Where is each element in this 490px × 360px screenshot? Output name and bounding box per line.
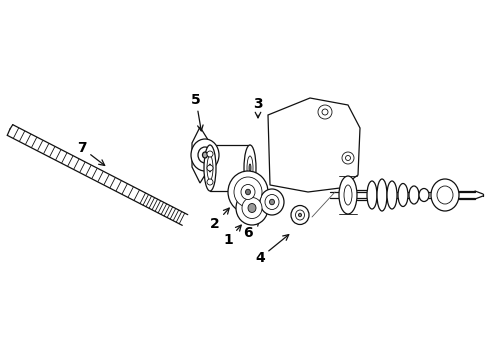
Text: 7: 7 (77, 141, 105, 166)
Circle shape (207, 151, 213, 157)
Ellipse shape (209, 164, 211, 172)
Text: 2: 2 (210, 208, 229, 231)
Ellipse shape (234, 177, 262, 207)
Text: 5: 5 (191, 93, 203, 131)
Ellipse shape (244, 145, 256, 191)
Circle shape (207, 179, 213, 185)
Ellipse shape (377, 179, 387, 211)
Ellipse shape (291, 206, 309, 225)
Circle shape (318, 105, 332, 119)
Ellipse shape (437, 186, 453, 204)
Ellipse shape (339, 176, 357, 214)
Ellipse shape (260, 189, 284, 215)
Circle shape (322, 109, 328, 115)
Text: 3: 3 (253, 97, 263, 118)
Ellipse shape (202, 152, 207, 158)
Ellipse shape (242, 198, 262, 219)
Ellipse shape (207, 156, 213, 180)
Ellipse shape (367, 181, 377, 209)
Text: 4: 4 (255, 235, 289, 265)
Ellipse shape (298, 213, 301, 217)
Circle shape (207, 165, 213, 171)
Circle shape (342, 152, 354, 164)
Text: 6: 6 (243, 220, 259, 240)
Ellipse shape (245, 189, 250, 195)
Circle shape (345, 156, 350, 161)
Ellipse shape (409, 186, 419, 204)
Ellipse shape (387, 181, 397, 209)
Ellipse shape (419, 189, 429, 202)
Ellipse shape (228, 171, 268, 213)
Ellipse shape (295, 210, 304, 220)
Ellipse shape (247, 156, 253, 180)
Ellipse shape (265, 194, 279, 210)
Ellipse shape (249, 164, 251, 172)
Ellipse shape (431, 179, 459, 211)
Ellipse shape (241, 185, 255, 199)
Ellipse shape (204, 145, 216, 191)
Ellipse shape (248, 203, 256, 212)
Ellipse shape (191, 139, 219, 171)
Ellipse shape (398, 184, 408, 207)
Polygon shape (268, 98, 360, 192)
Ellipse shape (344, 185, 352, 205)
Ellipse shape (236, 191, 268, 225)
Text: 1: 1 (223, 225, 241, 247)
Ellipse shape (270, 199, 274, 205)
Polygon shape (192, 127, 210, 183)
Ellipse shape (198, 147, 212, 163)
